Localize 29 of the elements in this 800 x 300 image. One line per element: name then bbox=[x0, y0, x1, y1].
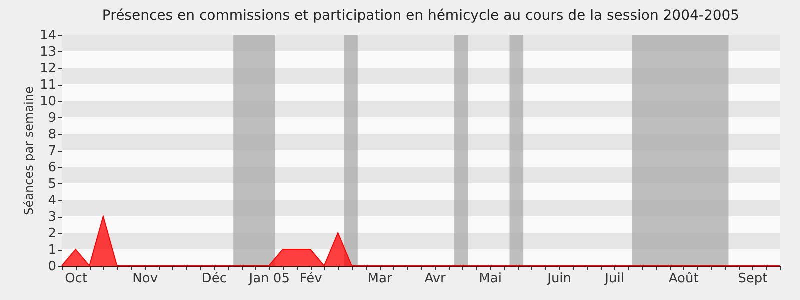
y-tick-label: 5 bbox=[48, 177, 56, 192]
y-tick-label: 6 bbox=[48, 160, 56, 176]
y-tick-label: 8 bbox=[48, 128, 56, 142]
y-tick-label: 13 bbox=[40, 45, 56, 60]
y-tick-label: 0 bbox=[48, 260, 56, 274]
x-tick-label: Oct bbox=[65, 272, 88, 286]
x-tick-label: Nov bbox=[132, 272, 158, 286]
x-tick-label: Juin bbox=[546, 272, 572, 286]
chart-title: Présences en commissions et participation en hémicycle au cours de la session 2004-2005 bbox=[102, 8, 740, 24]
x-tick-label: Sept bbox=[738, 272, 768, 286]
y-tick-label: 9 bbox=[48, 111, 56, 126]
y-tick-label: 10 bbox=[40, 94, 56, 110]
y-axis-title: Séances par semaine bbox=[22, 86, 36, 216]
x-tick-label: Août bbox=[668, 272, 699, 286]
x-tick-label: Mai bbox=[479, 272, 502, 286]
x-tick-label: Déc bbox=[202, 272, 227, 286]
x-tick-label: Fév bbox=[300, 272, 323, 286]
y-tick-label: 4 bbox=[48, 194, 56, 208]
x-tick-label: Juil bbox=[604, 272, 624, 286]
y-tick-label: 12 bbox=[40, 62, 56, 76]
y-tick-label: 1 bbox=[48, 243, 56, 258]
x-tick-label: Mar bbox=[368, 272, 393, 286]
y-tick-label: 11 bbox=[40, 78, 56, 93]
y-tick-label: 7 bbox=[48, 144, 56, 159]
y-tick-label: 3 bbox=[48, 210, 56, 225]
x-tick-label: Avr bbox=[424, 272, 447, 286]
y-tick-label: 14 bbox=[40, 28, 56, 44]
x-tick-label: Jan 05 bbox=[248, 272, 290, 286]
y-tick-label: 2 bbox=[48, 226, 56, 242]
